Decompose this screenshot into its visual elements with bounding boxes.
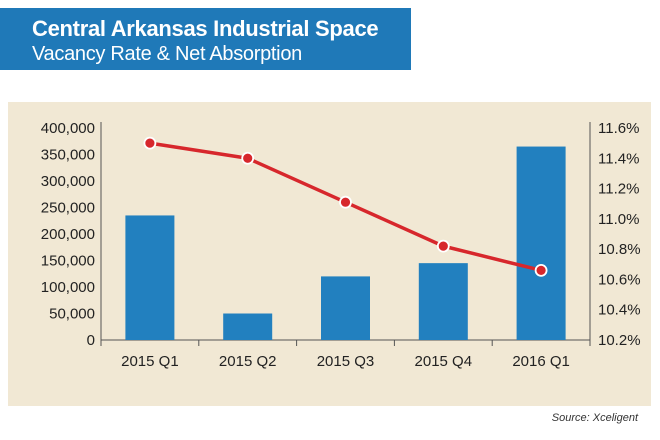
line-series <box>143 136 548 277</box>
y-left-tick-label: 0 <box>87 332 95 349</box>
y-right-tick-label: 11.6% <box>598 120 639 137</box>
x-tick-label: 2015 Q1 <box>121 353 179 370</box>
bar <box>516 146 566 340</box>
line-point <box>534 263 548 277</box>
x-tick-label: 2016 Q1 <box>512 353 570 370</box>
y-left-tick-label: 350,000 <box>41 147 95 164</box>
y-left-tick-label: 250,000 <box>41 200 95 217</box>
y-left-tick-label: 100,000 <box>41 279 95 296</box>
x-tick-label: 2015 Q4 <box>415 353 473 370</box>
x-tick-label: 2015 Q3 <box>317 353 375 370</box>
bar <box>125 215 175 340</box>
chart-title: Central Arkansas Industrial Space <box>32 16 379 41</box>
y-right-tick-label: 10.4% <box>598 302 641 319</box>
y-left-tick-label: 200,000 <box>41 226 95 243</box>
y-left-tick-label: 150,000 <box>41 253 95 270</box>
chart-subtitle: Vacancy Rate & Net Absorption <box>32 43 302 65</box>
line-point <box>241 151 255 165</box>
y-right-tick-label: 11.2% <box>598 181 639 198</box>
y-right-tick-label: 11.4% <box>598 150 639 167</box>
line-point <box>436 239 450 253</box>
bar <box>321 276 370 340</box>
y-right-tick-label: 11.0% <box>598 211 639 228</box>
bar-series <box>125 146 566 340</box>
y-left-tick-label: 300,000 <box>41 173 95 190</box>
bar <box>418 263 468 340</box>
bar <box>223 313 273 340</box>
line-point <box>339 195 352 209</box>
y-right-tick-label: 10.8% <box>598 241 641 258</box>
x-tick-label: 2015 Q2 <box>219 353 277 370</box>
y-right-tick-label: 10.2% <box>598 332 641 349</box>
chart-header: Central Arkansas Industrial Space Vacanc… <box>0 8 411 70</box>
y-left-tick-label: 400,000 <box>41 120 95 137</box>
line-point <box>143 136 157 150</box>
y-right-tick-label: 10.6% <box>598 271 641 288</box>
tick-labels: 0 50,000 100,000 150,000 200,000 250,000 300,0… <box>41 120 641 370</box>
source-note: Source: Xceligent <box>551 412 638 424</box>
y-left-tick-label: 50,000 <box>49 306 95 323</box>
